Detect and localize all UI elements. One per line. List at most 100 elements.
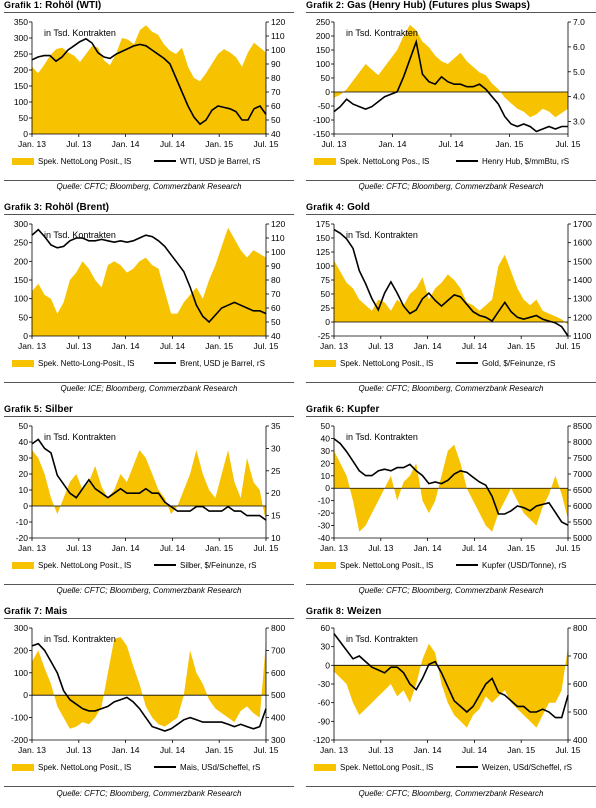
top-rule bbox=[306, 416, 596, 417]
y-tick-label: 30 bbox=[321, 446, 331, 456]
legend-swatch-area bbox=[12, 764, 34, 771]
x-tick-label: Jan. 13 bbox=[320, 745, 348, 755]
series-line bbox=[333, 633, 569, 719]
y2-tick-label: 7000 bbox=[573, 469, 592, 479]
x-tick-label: Jul. 13 bbox=[66, 543, 91, 553]
chart-source: Quelle: CFTC; Bloomberg, Commerzbank Res… bbox=[358, 789, 544, 798]
y-tick-label: -120 bbox=[313, 735, 330, 745]
y2-tick-label: 90 bbox=[271, 261, 281, 271]
y-tick-label: 0 bbox=[325, 660, 330, 670]
y-tick-label: 250 bbox=[316, 17, 330, 27]
chart-svg: -200 -100 0 100 200 300 300 400 500 600 700 800 Jan.… bbox=[11, 623, 285, 772]
chart-source: Quelle: CFTC; Bloomberg, Commerzbank Res… bbox=[56, 789, 242, 798]
chart-source: Quelle: CFTC; Bloomberg, Commerzbank Res… bbox=[56, 182, 242, 191]
y-tick-label: -30 bbox=[318, 679, 331, 689]
chart-svg: 0 50 100 150 200 250 300 40 50 60 70 80 90 100 110 120 J… bbox=[12, 219, 285, 368]
top-rule bbox=[4, 12, 294, 13]
legend-swatch-area bbox=[314, 562, 336, 569]
legend-label-area: Spek. NettoLong Posit., lS bbox=[38, 561, 131, 570]
x-tick-label: Jul. 14 bbox=[160, 745, 185, 755]
y-tick-label: -30 bbox=[318, 521, 331, 531]
y-tick-label: -60 bbox=[318, 698, 331, 708]
x-tick-label: Jul. 15 bbox=[253, 543, 278, 553]
y2-tick-label: 1500 bbox=[573, 256, 592, 266]
top-rule bbox=[306, 214, 596, 215]
legend-label-area: Spek. NettoLong Posit., lS bbox=[340, 359, 433, 368]
y-tick-label: 150 bbox=[14, 275, 28, 285]
chart-prefix: Grafik 1: bbox=[4, 0, 43, 10]
top-rule bbox=[4, 618, 294, 619]
chart-title: Silber bbox=[45, 404, 73, 415]
y-tick-label: 40 bbox=[321, 433, 331, 443]
y2-tick-label: 7.0 bbox=[573, 17, 585, 27]
y-tick-label: 60 bbox=[321, 623, 331, 633]
legend-swatch-area bbox=[12, 562, 34, 569]
chart-prefix: Grafik 8: bbox=[306, 606, 345, 616]
y-tick-label: 0 bbox=[325, 87, 330, 97]
bottom-rule bbox=[4, 180, 294, 181]
y-tick-label: 40 bbox=[19, 437, 29, 447]
y-tick-label: 20 bbox=[321, 458, 331, 468]
y-tick-label: -20 bbox=[16, 533, 29, 543]
series-area bbox=[32, 25, 266, 135]
chart-svg: -120 -90 -60 -30 0 30 60 400 500 600 700 800 Jan. 13… bbox=[313, 623, 587, 772]
x-tick-label: Jan. 15 bbox=[507, 745, 535, 755]
y2-tick-label: 120 bbox=[271, 17, 285, 27]
x-tick-label: Jul. 14 bbox=[462, 341, 487, 351]
y-tick-label: 350 bbox=[14, 17, 28, 27]
x-tick-label: Jan. 13 bbox=[320, 543, 348, 553]
y2-tick-label: 400 bbox=[573, 735, 587, 745]
x-tick-label: Jul. 14 bbox=[438, 139, 463, 149]
series-area bbox=[32, 637, 266, 729]
y-tick-label: 0 bbox=[325, 483, 330, 493]
x-tick-label: Jul. 13 bbox=[368, 341, 393, 351]
y2-tick-label: 100 bbox=[271, 45, 285, 55]
y-tick-label: 100 bbox=[316, 261, 330, 271]
legend-label-area: Spek. Netto-Long-Posit., lS bbox=[38, 359, 135, 368]
y-tick-label: 20 bbox=[19, 469, 29, 479]
y2-tick-label: 1600 bbox=[573, 238, 592, 248]
series-line bbox=[31, 438, 267, 521]
legend-swatch-area bbox=[314, 764, 336, 771]
top-rule bbox=[4, 416, 294, 417]
y2-tick-label: 5500 bbox=[573, 517, 592, 527]
series-area bbox=[334, 643, 568, 728]
chart-panel-4: Grafik 4: Gold -25 0 25 50 75 100 125 150 175 110… bbox=[306, 202, 596, 402]
bottom-rule bbox=[306, 584, 596, 585]
chart-prefix: Grafik 3: bbox=[4, 202, 43, 212]
x-tick-label: Jan. 13 bbox=[320, 341, 348, 351]
y-tick-label: 125 bbox=[316, 247, 330, 257]
x-tick-label: Jul. 15 bbox=[555, 543, 580, 553]
bottom-rule bbox=[4, 382, 294, 383]
chart-prefix: Grafik 6: bbox=[306, 404, 345, 414]
legend-swatch-area bbox=[12, 360, 34, 367]
legend-swatch-area bbox=[314, 158, 336, 165]
y2-tick-label: 90 bbox=[271, 59, 281, 69]
y2-tick-label: 3.0 bbox=[573, 117, 585, 127]
y-tick-label: 0 bbox=[23, 501, 28, 511]
chart-annotation: in Tsd. Kontrakten bbox=[44, 634, 116, 644]
y2-tick-label: 40 bbox=[271, 129, 281, 139]
chart-annotation: in Tsd. Kontrakten bbox=[346, 432, 418, 442]
y2-tick-label: 120 bbox=[271, 219, 285, 229]
legend-swatch-area bbox=[314, 360, 336, 367]
y2-tick-label: 8000 bbox=[573, 437, 592, 447]
y2-tick-label: 600 bbox=[573, 679, 587, 689]
x-tick-label: Jan. 14 bbox=[112, 341, 140, 351]
y2-tick-label: 15 bbox=[271, 511, 281, 521]
y2-tick-label: 20 bbox=[271, 488, 281, 498]
x-tick-label: Jul. 15 bbox=[555, 341, 580, 351]
legend-label-line: Henry Hub, $/mmBtu, rS bbox=[482, 157, 569, 166]
y2-tick-label: 50 bbox=[271, 115, 281, 125]
x-tick-label: Jan. 15 bbox=[205, 139, 233, 149]
chart-title: Mais bbox=[45, 606, 68, 617]
y-tick-label: 150 bbox=[14, 81, 28, 91]
chart-annotation: in Tsd. Kontrakten bbox=[346, 634, 418, 644]
y-tick-label: 50 bbox=[321, 421, 331, 431]
legend-label-area: Spek. NettoLong Posit., lS bbox=[340, 763, 433, 772]
x-tick-label: Jul. 14 bbox=[462, 543, 487, 553]
y2-tick-label: 4.0 bbox=[573, 92, 585, 102]
x-tick-label: Jan. 15 bbox=[496, 139, 524, 149]
series-line bbox=[333, 438, 569, 526]
bottom-rule bbox=[4, 584, 294, 585]
